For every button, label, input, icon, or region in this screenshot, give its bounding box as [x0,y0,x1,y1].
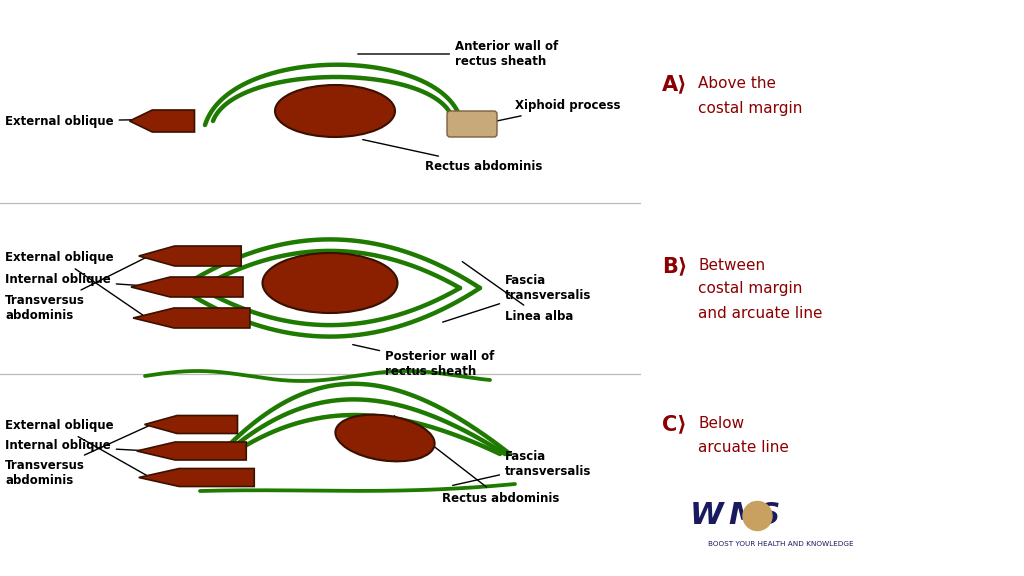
Text: Fascia
transversalis: Fascia transversalis [442,274,592,322]
Text: Above the: Above the [698,77,776,92]
Text: External oblique: External oblique [5,252,147,319]
PathPatch shape [144,415,238,434]
Text: Between: Between [698,259,765,274]
Text: Posterior wall of
rectus sheath: Posterior wall of rectus sheath [352,344,495,378]
PathPatch shape [133,308,250,328]
Text: A⟩: A⟩ [662,74,688,94]
Text: Rectus abdominis: Rectus abdominis [362,139,543,172]
PathPatch shape [139,246,242,266]
Text: Anterior wall of
rectus sheath: Anterior wall of rectus sheath [357,40,558,68]
Ellipse shape [262,253,397,313]
Text: Transversus
abdominis: Transversus abdominis [5,424,153,487]
PathPatch shape [138,468,254,487]
Text: Internal oblique: Internal oblique [5,439,147,453]
Text: arcuate line: arcuate line [698,441,788,456]
PathPatch shape [131,277,243,297]
Circle shape [743,502,772,530]
Ellipse shape [336,415,434,461]
PathPatch shape [137,442,246,460]
Text: Internal oblique: Internal oblique [5,274,144,286]
PathPatch shape [129,110,195,132]
FancyBboxPatch shape [447,111,497,137]
Text: External oblique: External oblique [5,419,151,478]
Text: C⟩: C⟩ [662,414,687,434]
Text: BOOST YOUR HEALTH AND KNOWLEDGE: BOOST YOUR HEALTH AND KNOWLEDGE [708,541,854,547]
Text: Transversus
abdominis: Transversus abdominis [5,255,151,322]
Text: Below: Below [698,416,744,431]
Text: B⟩: B⟩ [662,256,687,276]
Text: Rectus abdominis: Rectus abdominis [394,416,559,505]
Text: and arcuate line: and arcuate line [698,305,822,320]
Text: External oblique: External oblique [5,115,179,127]
Text: Linea alba: Linea alba [462,262,573,323]
Text: W: W [690,502,724,530]
Text: Fascia
transversalis: Fascia transversalis [453,450,592,486]
Text: Xiphoid process: Xiphoid process [495,100,621,122]
Text: costal margin: costal margin [698,282,803,297]
Text: MS: MS [728,502,780,530]
Ellipse shape [275,85,395,137]
Text: costal margin: costal margin [698,100,803,116]
